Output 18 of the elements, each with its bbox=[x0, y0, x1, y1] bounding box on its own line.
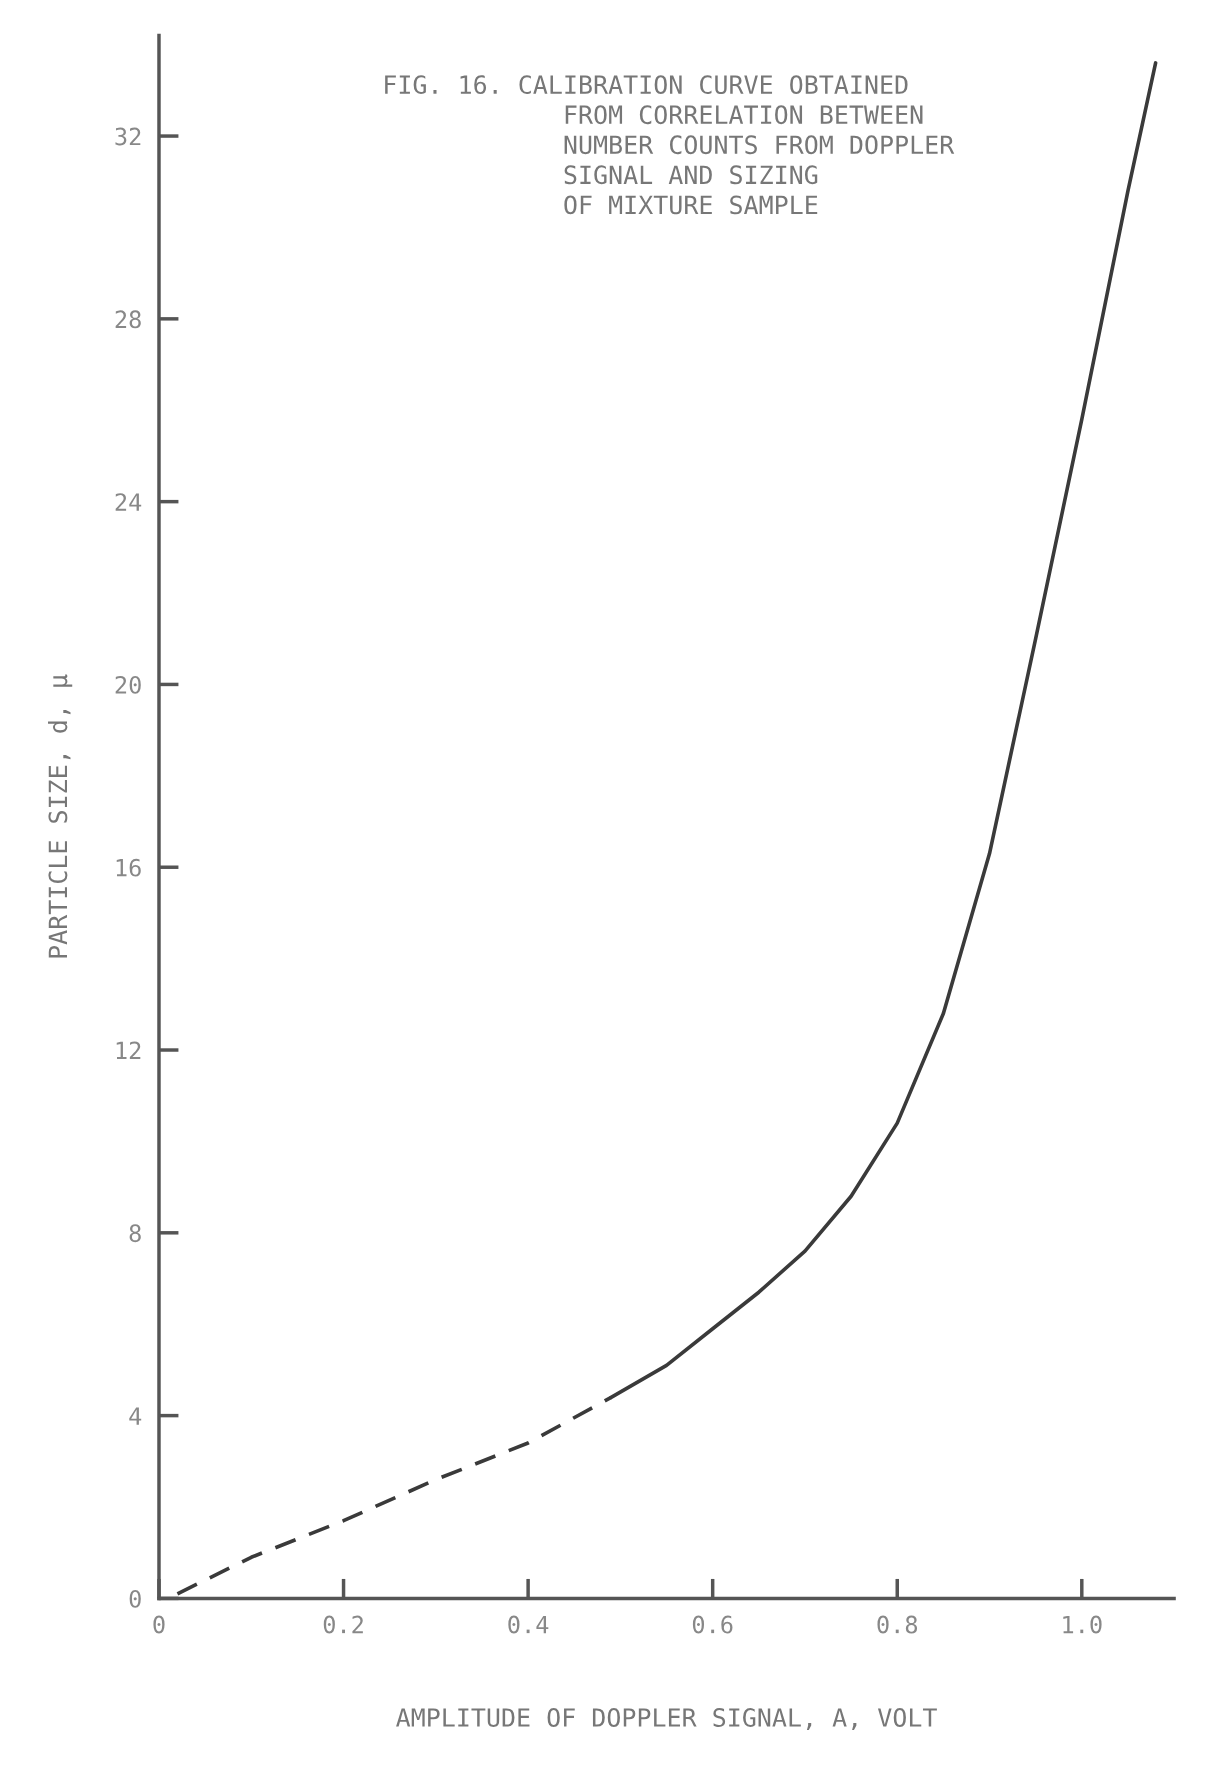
y-tick-label: 12 bbox=[116, 1041, 141, 1060]
x-tick-label: 1.0 bbox=[1063, 1615, 1102, 1634]
y-axis-title: PARTICLE SIZE, d, μ bbox=[48, 674, 73, 958]
y-tick-label: 16 bbox=[116, 858, 141, 877]
x-tick-label: 0.4 bbox=[508, 1615, 549, 1634]
y-tick-label: 0 bbox=[129, 1589, 141, 1608]
x-tick-label: 0.2 bbox=[323, 1615, 363, 1634]
y-tick-label: 24 bbox=[115, 493, 142, 511]
y-tick-label: 20 bbox=[115, 675, 141, 694]
x-tick-label: 0 bbox=[153, 1615, 165, 1634]
y-tick-label: 32 bbox=[115, 127, 141, 146]
text: FIG. 16. CALIBRATION CURVE OBTAINED FROM CORRELATION BETWEEN NUMBER COUNTS FROM DOPPLER SIGNAL AND SIZING OF MIXTURE SAMPLE bbox=[385, 75, 955, 215]
y-tick-label: 8 bbox=[129, 1224, 141, 1243]
x-tick-label: 0.8 bbox=[877, 1615, 918, 1634]
y-tick-label: 4 bbox=[129, 1407, 142, 1425]
x-tick-label: 0.6 bbox=[692, 1615, 733, 1634]
x-axis-title: AMPLITUDE OF DOPPLER SIGNAL, A, VOLT bbox=[396, 1708, 937, 1731]
y-tick-label: 28 bbox=[115, 310, 141, 329]
